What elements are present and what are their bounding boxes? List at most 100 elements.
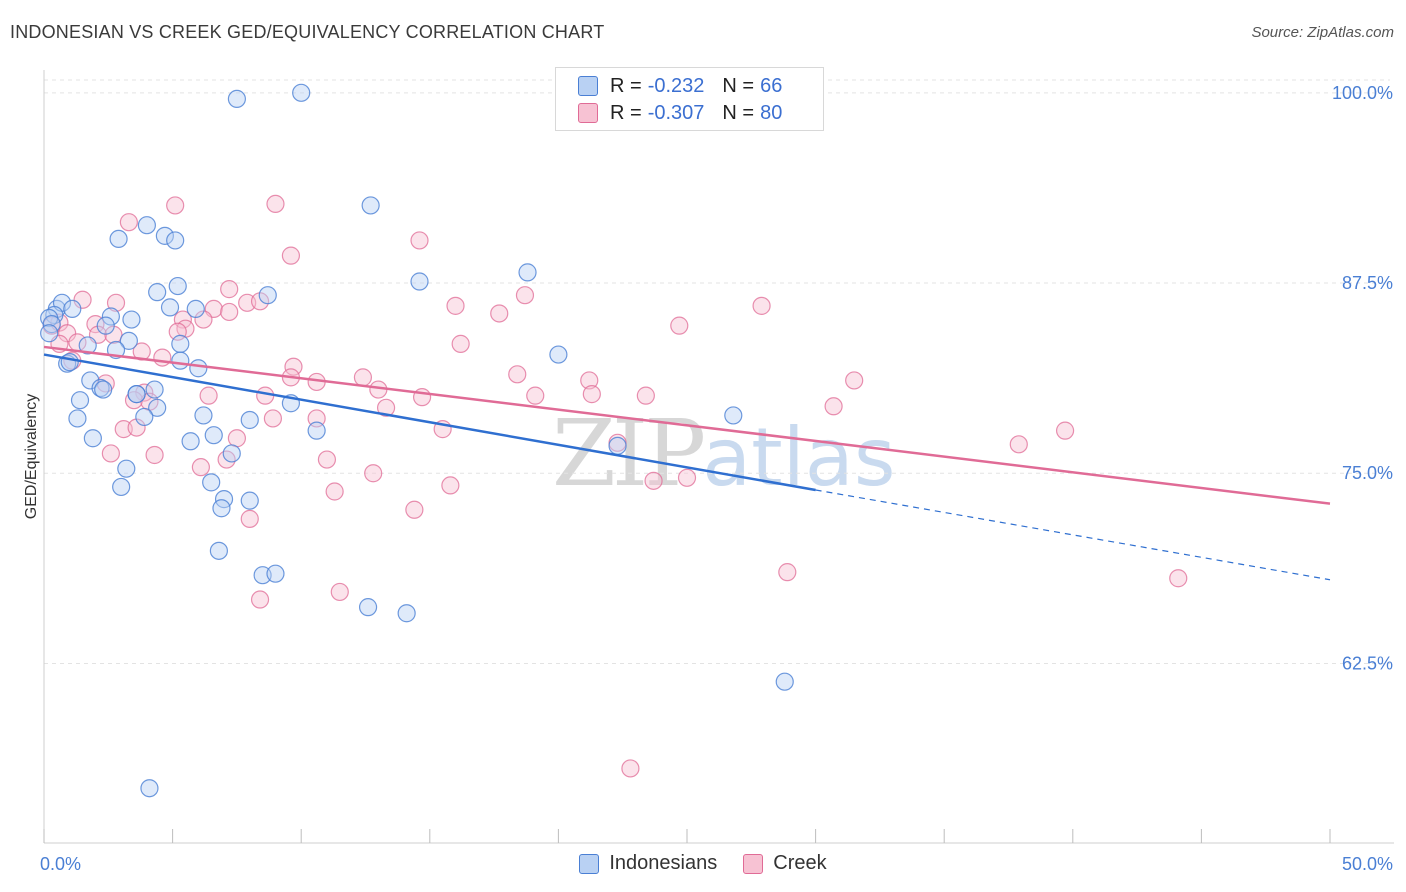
creek-point bbox=[1169, 569, 1188, 588]
indonesian-point bbox=[258, 286, 277, 305]
creek-point bbox=[119, 213, 138, 232]
creek-point bbox=[824, 397, 843, 416]
creek-point bbox=[101, 444, 120, 463]
indonesian-point bbox=[397, 604, 416, 623]
indonesian-point bbox=[70, 391, 90, 410]
creek-point bbox=[446, 296, 465, 315]
legend-row-indonesians: R = -0.232 N = 66 bbox=[578, 73, 782, 99]
legend-label: Indonesians bbox=[609, 852, 718, 874]
creek-point bbox=[441, 476, 460, 495]
creek-point bbox=[104, 325, 123, 344]
indonesians-points bbox=[40, 83, 794, 798]
creek-point bbox=[451, 334, 470, 353]
indonesian-point bbox=[135, 407, 154, 427]
creek-point bbox=[199, 386, 218, 405]
creek-point bbox=[220, 302, 239, 322]
indonesian-point bbox=[222, 444, 241, 463]
indonesian-point bbox=[160, 298, 180, 317]
creek-point bbox=[677, 468, 697, 487]
indonesian-point bbox=[94, 380, 113, 399]
creek-point bbox=[353, 368, 373, 387]
creek-point bbox=[644, 471, 663, 490]
y-tick-label: 75.0% bbox=[1342, 463, 1393, 483]
creek-point bbox=[410, 231, 429, 250]
creek-point bbox=[490, 304, 509, 323]
axes bbox=[43, 70, 1394, 844]
legend-item-indonesians[interactable]: Indonesians bbox=[579, 852, 717, 875]
creek-point bbox=[240, 509, 259, 528]
indonesians-trend-extension bbox=[815, 489, 1331, 581]
indonesian-point bbox=[209, 541, 228, 560]
indonesian-point bbox=[775, 672, 794, 691]
creek-point bbox=[515, 286, 535, 305]
legend-r-value: -0.307 bbox=[647, 101, 705, 124]
creek-point bbox=[582, 385, 601, 404]
indonesian-point bbox=[171, 351, 190, 370]
trend-lines bbox=[43, 345, 1331, 581]
indonesian-point bbox=[307, 421, 326, 440]
creek-point bbox=[330, 582, 349, 602]
indonesian-point bbox=[68, 409, 87, 428]
indonesian-point bbox=[549, 345, 568, 364]
indonesian-point bbox=[40, 324, 59, 343]
creek-point bbox=[845, 371, 864, 390]
indonesian-point bbox=[117, 459, 136, 478]
creek-point bbox=[166, 196, 185, 215]
indonesian-point bbox=[155, 226, 174, 245]
indonesian-point bbox=[186, 299, 205, 318]
legend-r-value: -0.232 bbox=[647, 74, 705, 97]
indonesian-point bbox=[212, 499, 231, 518]
axis-labels: 100.0% 87.5% 75.0% 62.5% 0.0% 50.0% GED/Equiva… bbox=[23, 83, 1393, 874]
creek-point bbox=[153, 348, 172, 367]
creek-point bbox=[317, 450, 337, 469]
indonesian-point bbox=[96, 316, 115, 335]
watermark-atlas: atlas bbox=[702, 411, 896, 504]
creek-point bbox=[1055, 421, 1075, 440]
creek-point bbox=[266, 194, 285, 214]
indonesian-point bbox=[137, 216, 156, 235]
indonesian-point bbox=[194, 406, 213, 425]
indonesian-point bbox=[361, 196, 380, 215]
x-tick-label: 50.0% bbox=[1342, 854, 1393, 874]
y-tick-label: 100.0% bbox=[1332, 83, 1393, 103]
legend-swatch-blue bbox=[578, 76, 598, 96]
indonesian-point bbox=[202, 473, 221, 492]
indonesian-point bbox=[101, 307, 120, 326]
creek-trend-line bbox=[43, 345, 1331, 505]
indonesian-point bbox=[109, 229, 128, 249]
creek-point bbox=[670, 316, 689, 335]
indonesian-point bbox=[181, 432, 200, 451]
indonesian-point bbox=[148, 398, 167, 417]
indonesian-point bbox=[60, 353, 79, 372]
indonesians-trend-line bbox=[43, 353, 816, 492]
creek-point bbox=[405, 500, 424, 519]
creek-points bbox=[42, 83, 1188, 778]
stats-legend: R = -0.232 N = 66 R = -0.307 N = 80 bbox=[555, 67, 824, 131]
indonesian-point bbox=[240, 491, 259, 510]
creek-point bbox=[106, 293, 126, 312]
y-tick-label: 62.5% bbox=[1342, 653, 1393, 673]
y-axis-label: GED/Equivalency bbox=[23, 394, 40, 519]
indonesian-point bbox=[518, 263, 537, 282]
creek-point bbox=[1009, 435, 1028, 454]
legend-row-creek: R = -0.307 N = 80 bbox=[578, 100, 782, 126]
creek-point bbox=[325, 482, 344, 501]
chart-title: INDONESIAN VS CREEK GED/EQUIVALENCY CORR… bbox=[10, 22, 605, 42]
legend-item-creek[interactable]: Creek bbox=[743, 852, 827, 875]
creek-point bbox=[778, 563, 797, 582]
creek-point bbox=[752, 296, 771, 315]
indonesian-point bbox=[81, 371, 100, 390]
creek-point bbox=[250, 590, 270, 609]
indonesian-point bbox=[166, 231, 185, 250]
indonesian-point bbox=[358, 598, 378, 617]
legend-label: Creek bbox=[773, 852, 827, 874]
series-legend: Indonesians Creek bbox=[0, 852, 1406, 875]
legend-swatch-blue bbox=[579, 853, 600, 874]
source-label: Source: ZipAtlas.com bbox=[1251, 24, 1394, 41]
legend-n-value: 66 bbox=[760, 74, 783, 97]
creek-point bbox=[621, 759, 640, 778]
indonesian-point bbox=[171, 334, 190, 353]
creek-point bbox=[73, 290, 92, 309]
creek-point bbox=[263, 409, 283, 428]
indonesian-point bbox=[410, 272, 429, 291]
